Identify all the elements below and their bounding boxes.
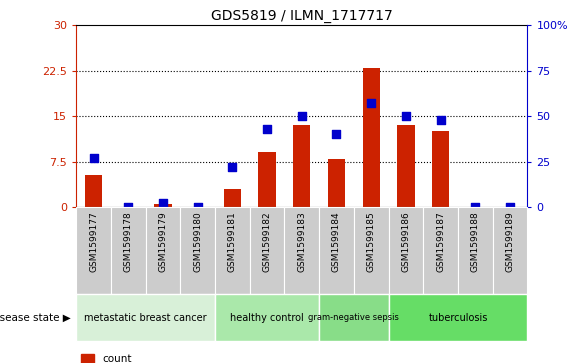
Point bbox=[228, 164, 237, 170]
Bar bbox=[458, 207, 493, 294]
Bar bbox=[224, 189, 241, 207]
Point bbox=[366, 101, 376, 106]
Point bbox=[263, 126, 272, 132]
Bar bbox=[215, 294, 319, 341]
Bar bbox=[76, 294, 215, 341]
Point bbox=[297, 113, 306, 119]
Bar bbox=[258, 152, 276, 207]
Bar bbox=[354, 207, 389, 294]
Point bbox=[124, 204, 133, 210]
Text: healthy control: healthy control bbox=[230, 313, 304, 323]
Bar bbox=[293, 125, 311, 207]
Bar bbox=[284, 207, 319, 294]
Text: GSM1599179: GSM1599179 bbox=[158, 211, 168, 272]
Bar bbox=[76, 207, 111, 294]
Point bbox=[436, 117, 445, 123]
Text: GSM1599178: GSM1599178 bbox=[124, 211, 133, 272]
Point bbox=[471, 204, 480, 210]
Text: disease state ▶: disease state ▶ bbox=[0, 313, 70, 323]
Bar bbox=[111, 207, 145, 294]
Bar bbox=[423, 207, 458, 294]
Point bbox=[401, 113, 411, 119]
Bar bbox=[328, 159, 345, 207]
Bar bbox=[389, 294, 527, 341]
Point bbox=[158, 200, 168, 206]
Text: GSM1599187: GSM1599187 bbox=[436, 211, 445, 272]
Point bbox=[89, 155, 98, 161]
Text: GSM1599188: GSM1599188 bbox=[471, 211, 480, 272]
Text: GSM1599185: GSM1599185 bbox=[367, 211, 376, 272]
Bar bbox=[319, 294, 389, 341]
Bar bbox=[397, 125, 415, 207]
Text: metastatic breast cancer: metastatic breast cancer bbox=[84, 313, 207, 323]
Text: GSM1599177: GSM1599177 bbox=[89, 211, 98, 272]
Text: GSM1599180: GSM1599180 bbox=[193, 211, 202, 272]
Bar bbox=[363, 68, 380, 207]
Bar bbox=[432, 131, 449, 207]
Bar bbox=[85, 175, 102, 207]
Text: GSM1599181: GSM1599181 bbox=[228, 211, 237, 272]
Bar bbox=[319, 207, 354, 294]
Text: tuberculosis: tuberculosis bbox=[428, 313, 488, 323]
Bar bbox=[493, 207, 527, 294]
Text: GSM1599182: GSM1599182 bbox=[263, 211, 271, 272]
Bar bbox=[250, 207, 284, 294]
Bar bbox=[145, 207, 180, 294]
Bar bbox=[180, 207, 215, 294]
Bar bbox=[215, 207, 250, 294]
Legend: count, percentile rank within the sample: count, percentile rank within the sample bbox=[81, 354, 278, 363]
Text: GSM1599186: GSM1599186 bbox=[401, 211, 410, 272]
Title: GDS5819 / ILMN_1717717: GDS5819 / ILMN_1717717 bbox=[211, 9, 393, 23]
Text: GSM1599189: GSM1599189 bbox=[506, 211, 515, 272]
Text: GSM1599183: GSM1599183 bbox=[297, 211, 306, 272]
Text: GSM1599184: GSM1599184 bbox=[332, 211, 341, 272]
Point bbox=[193, 204, 202, 210]
Point bbox=[332, 131, 341, 137]
Bar bbox=[389, 207, 423, 294]
Bar bbox=[154, 204, 172, 207]
Point bbox=[505, 204, 515, 210]
Text: gram-negative sepsis: gram-negative sepsis bbox=[308, 313, 399, 322]
